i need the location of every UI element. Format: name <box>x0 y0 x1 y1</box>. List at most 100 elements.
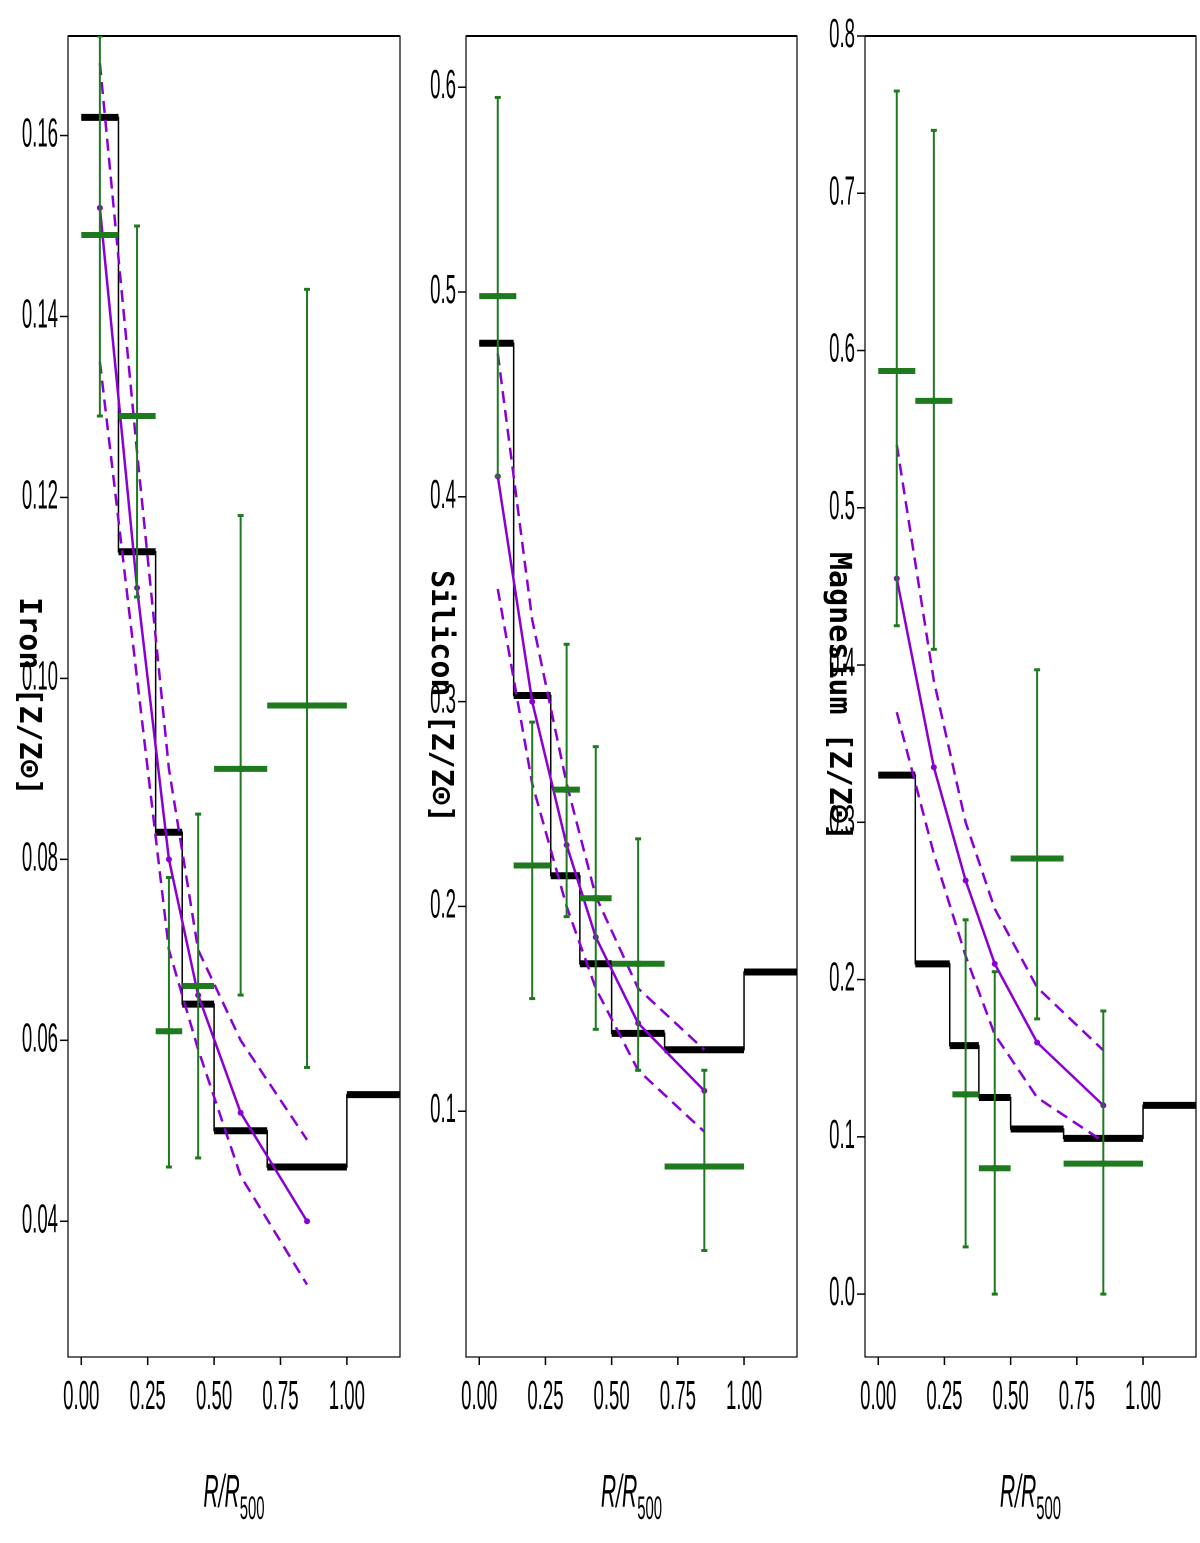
y-axis-label: Iron [Z/Z⊙] <box>12 597 47 796</box>
observation-point <box>611 837 665 1072</box>
observation-point <box>553 642 580 919</box>
observation-point <box>513 720 551 1001</box>
obs-marker <box>96 232 103 239</box>
y-tick-label: 0.3 <box>829 796 855 842</box>
x-tick-label: 0.50 <box>993 1372 1029 1418</box>
observation-point <box>1010 668 1064 1021</box>
panel-magnesium: 0.00 0.25 0.50 0.75 1.00 0.0 0.1 0.2 0.3 0.4 0.5 0.… <box>822 10 1197 1527</box>
plot-area <box>479 95 797 1253</box>
y-tick-label: 0.6 <box>430 61 456 107</box>
obs-marker <box>237 765 244 772</box>
observation-point <box>579 745 612 1031</box>
x-tick-label: 1.00 <box>329 1372 365 1418</box>
observation-point <box>978 970 1011 1296</box>
observation-point <box>155 875 183 1169</box>
plot-area <box>878 89 1196 1296</box>
x-tick-label: 0.75 <box>660 1372 696 1418</box>
x-tick-label: 0.25 <box>130 1372 166 1418</box>
panel-iron: 0.00 0.25 0.50 0.75 1.00 0.04 0.06 0.08 0.10 0.12… <box>12 35 401 1527</box>
y-tick-label: 0.5 <box>430 266 456 312</box>
model-upper-bound <box>895 444 1105 1052</box>
obs-marker <box>494 293 501 300</box>
x-tick-label: 0.25 <box>527 1372 563 1418</box>
y-tick-label: 0.1 <box>430 1085 456 1131</box>
obs-marker <box>529 862 536 869</box>
y-tick-label: 0.3 <box>430 675 456 721</box>
obs-marker <box>930 397 937 404</box>
y-tick-label: 0.7 <box>829 167 855 213</box>
x-axis-label: R/R500 <box>1000 1466 1061 1527</box>
observation-point <box>915 128 953 651</box>
obs-marker <box>1034 855 1041 862</box>
y-tick-label: 0.8 <box>829 10 855 56</box>
x-tick-label: 1.00 <box>1125 1372 1161 1418</box>
y-axis-label: Magnesium [Z/Z⊙] <box>822 552 857 841</box>
observation-point <box>479 95 517 478</box>
y-tick-label: 0.16 <box>22 109 58 155</box>
obs-marker <box>165 1028 172 1035</box>
model-median-line <box>98 207 309 1222</box>
y-tick-label: 0.2 <box>430 880 456 926</box>
model-point <box>529 698 536 705</box>
observation-point <box>664 1068 745 1253</box>
x-tick-label: 0.50 <box>196 1372 232 1418</box>
plot-area <box>81 36 400 1286</box>
y-tick-label: 0.1 <box>829 1111 855 1157</box>
observation-point <box>214 514 268 997</box>
y-tick-label: 0.5 <box>829 482 855 528</box>
model-median-line <box>895 578 1105 1107</box>
model-point <box>1034 1039 1041 1046</box>
model-point <box>930 764 937 771</box>
y-tick-label: 0.4 <box>430 471 456 517</box>
y-tick-label: 0.14 <box>22 290 58 336</box>
axes-frame <box>864 35 1197 1358</box>
x-tick-label: 1.00 <box>726 1372 762 1418</box>
model-point <box>165 856 172 863</box>
x-axis-label: R/R500 <box>601 1466 662 1527</box>
observation-point <box>1063 1009 1144 1296</box>
x-tick-label: 0.00 <box>461 1372 497 1418</box>
x-tick-label: 0.25 <box>926 1372 962 1418</box>
obs-marker <box>1100 1160 1107 1167</box>
model-median-line <box>496 476 706 1092</box>
y-tick-label: 0.4 <box>829 639 855 685</box>
x-tick-label: 0.00 <box>63 1372 99 1418</box>
y-tick-label: 0.0 <box>829 1268 855 1314</box>
x-axis-label: R/R500 <box>203 1466 264 1527</box>
model-upper-bound <box>98 63 309 1141</box>
observation-point <box>182 812 215 1160</box>
observation-point <box>267 287 347 1069</box>
model-lower-bound <box>98 361 309 1286</box>
model-point <box>237 1109 244 1116</box>
y-tick-label: 0.04 <box>22 1195 58 1241</box>
y-axis-label: Silicon [Z/Z⊙] <box>424 570 459 823</box>
y-tick-label: 0.10 <box>22 652 58 698</box>
model-lower-bound <box>895 711 1105 1143</box>
observation-point <box>952 918 979 1249</box>
obs-marker <box>563 786 570 793</box>
obs-marker <box>701 1163 708 1170</box>
observation-point <box>878 89 916 628</box>
y-tick-label: 0.12 <box>22 471 58 517</box>
x-tick-label: 0.75 <box>262 1372 298 1418</box>
obs-marker <box>592 895 599 902</box>
model-point <box>304 1218 311 1225</box>
observation-point <box>118 224 156 599</box>
x-tick-label: 0.75 <box>1059 1372 1095 1418</box>
model-point <box>962 877 969 884</box>
obs-marker <box>991 1165 998 1172</box>
obs-marker <box>635 960 642 967</box>
x-tick-label: 0.50 <box>594 1372 630 1418</box>
model-upper-bound <box>496 353 706 1051</box>
obs-marker <box>962 1091 969 1098</box>
y-tick-label: 0.08 <box>22 833 58 879</box>
obs-marker <box>195 983 202 990</box>
obs-marker <box>304 702 311 709</box>
observation-point <box>81 36 119 418</box>
y-tick-label: 0.06 <box>22 1014 58 1060</box>
y-tick-label: 0.6 <box>829 324 855 370</box>
model-point <box>991 960 998 967</box>
x-tick-label: 0.00 <box>860 1372 896 1418</box>
obs-marker <box>134 413 141 420</box>
